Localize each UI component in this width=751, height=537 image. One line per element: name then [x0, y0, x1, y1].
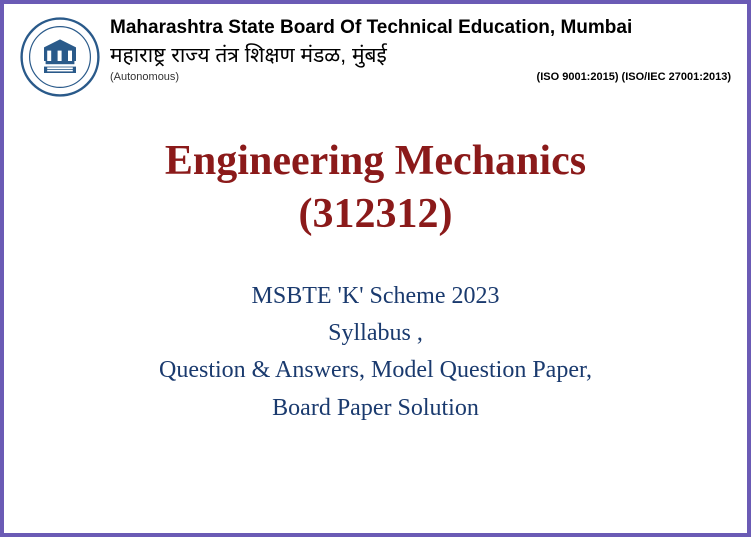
solution-line: Board Paper Solution	[12, 390, 739, 427]
header-sub-row: (Autonomous) (ISO 9001:2015) (ISO/IEC 27…	[110, 71, 731, 83]
scheme-line: MSBTE 'K' Scheme 2023	[12, 278, 739, 315]
autonomous-label: (Autonomous)	[110, 71, 179, 83]
details-section: MSBTE 'K' Scheme 2023 Syllabus , Questio…	[12, 278, 739, 427]
syllabus-line: Syllabus ,	[12, 315, 739, 352]
header-text-block: Maharashtra State Board Of Technical Edu…	[110, 17, 731, 83]
header-section: Maharashtra State Board Of Technical Edu…	[12, 12, 739, 97]
msbte-logo	[20, 17, 100, 97]
iso-label: (ISO 9001:2015) (ISO/IEC 27001:2013)	[537, 71, 731, 83]
subject-name: Engineering Mechanics	[12, 135, 739, 188]
board-title-english: Maharashtra State Board Of Technical Edu…	[110, 17, 731, 39]
main-title-section: Engineering Mechanics (312312)	[12, 135, 739, 240]
qa-line: Question & Answers, Model Question Paper…	[12, 352, 739, 389]
subject-code: (312312)	[12, 188, 739, 241]
board-title-marathi: महाराष्ट्र राज्य तंत्र शिक्षण मंडळ, मुंब…	[110, 41, 731, 69]
document-container: Maharashtra State Board Of Technical Edu…	[0, 0, 751, 537]
